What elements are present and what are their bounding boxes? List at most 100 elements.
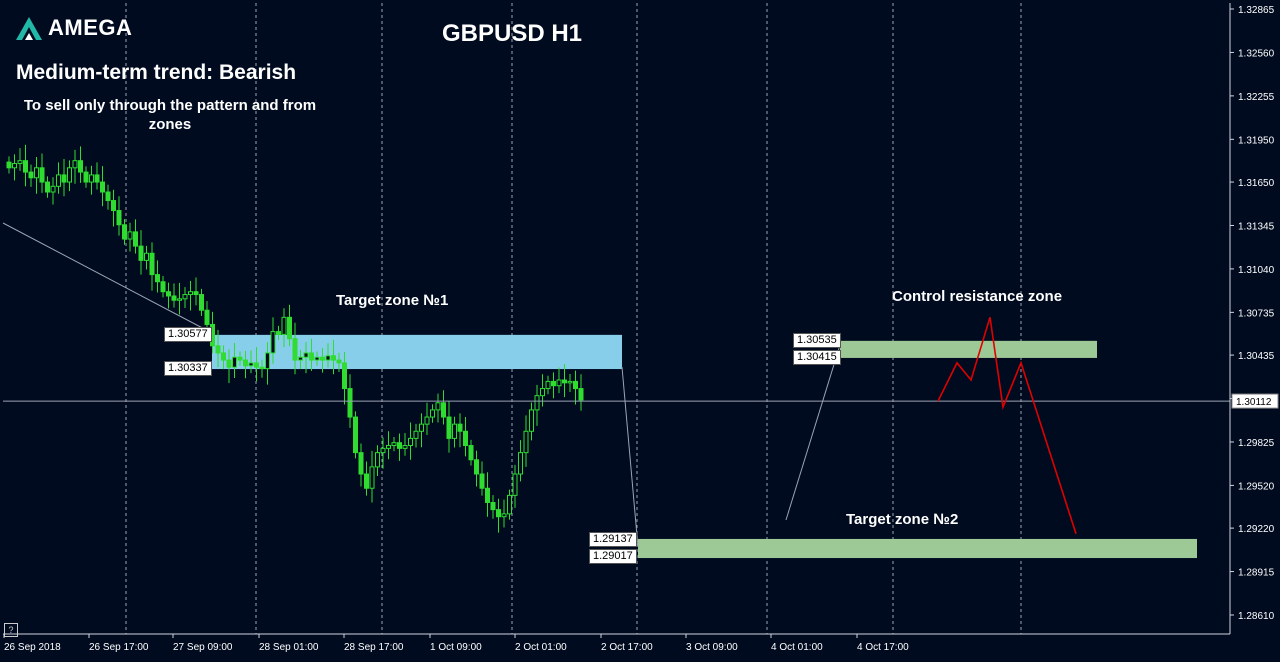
current-price-tag [1231,393,1279,409]
candle-body [364,473,369,489]
candle-body [149,252,155,276]
candle-body [336,359,342,364]
x-tick-label: 28 Sep 17:00 [344,642,404,653]
candle-body [171,295,177,301]
candle-body [479,473,485,489]
candle-body [17,160,23,165]
target-zone-2-label: Target zone №2 [846,511,959,528]
candle-body [155,274,160,283]
trend-heading: Medium-term trend: Bearish [16,61,297,84]
candle-body [314,356,320,361]
candle-body [45,181,50,193]
candle-body [215,345,221,354]
candle-body [56,174,61,187]
candle-body [204,309,210,325]
candle-body [100,181,105,193]
candle-body [512,473,518,496]
resistance-zone-label: Control resistance zone [892,288,1063,305]
candle-body [226,359,232,368]
logo: AMEGA [14,14,132,42]
help-icon[interactable]: ? [4,623,18,637]
candle-body [276,331,281,335]
candle-body [441,402,446,418]
aux-lines [2,222,1230,548]
target-zone-2 [638,538,1197,559]
candle-body [342,362,347,390]
y-tick-label: 1.30735 [1238,308,1275,319]
x-tick-label: 27 Sep 09:00 [173,642,233,653]
candle-body [402,445,408,449]
forecast-line [937,317,1077,535]
trend-line [2,222,213,334]
candle-body [116,210,122,226]
candle-body [138,245,144,261]
candle-body [380,447,386,454]
y-tick-label: 1.29825 [1238,438,1275,449]
candle-body [221,352,226,361]
candle-body [485,487,490,503]
candle-body [259,366,265,370]
candle-body [413,430,419,439]
y-tick-label: 1.31040 [1238,265,1275,276]
candle-body [243,359,248,367]
candle-body [369,466,375,489]
candle-body [562,379,567,384]
candle-body [254,362,259,368]
candle-body [83,171,89,183]
candle-body [424,416,430,425]
y-tick-label: 1.29220 [1238,524,1275,535]
x-tick-label: 4 Oct 01:00 [771,642,823,653]
candle-body [347,388,353,418]
candle-body [551,380,556,387]
candle-body [496,509,501,518]
candle-body [534,395,540,411]
candle-body [567,380,573,384]
candle-body [457,423,463,432]
candle-body [133,231,138,247]
candle-body [397,442,402,449]
candle-body [430,409,435,418]
candle-body [94,174,100,183]
candle-body [281,316,287,335]
forecast-path [937,317,1077,535]
candle-body [358,452,364,475]
candle-body [303,352,309,358]
candle-body [556,379,562,387]
x-tick-label: 26 Sep 2018 [4,642,61,653]
candle-body [34,167,39,179]
chart-title: GBPUSD H1 [442,20,583,47]
current-price-label: 1.30112 [1236,397,1272,408]
y-tick-label: 1.31345 [1238,221,1275,232]
candle-body [199,294,204,311]
candle-body [12,163,17,169]
candle-body [573,380,578,390]
candle-body [89,174,94,183]
candle-body [61,174,67,183]
candle-body [166,291,171,297]
zone1-bottom-price: 1.30337 [164,361,212,376]
y-tick-label: 1.29520 [1238,481,1275,492]
candle-body [419,423,424,432]
candle-body [463,430,468,447]
x-tick-label: 26 Sep 17:00 [89,642,149,653]
candle-body [501,513,507,518]
candle-body [353,416,358,454]
candle-body [435,402,441,411]
x-tick-label: 2 Oct 17:00 [601,642,653,653]
logo-text: AMEGA [48,15,133,40]
candles [6,144,584,533]
zone1-top-price: 1.30577 [164,327,212,342]
zones [212,334,1197,559]
candle-body [28,171,34,179]
candle-body [78,160,83,173]
y-tick-label: 1.30435 [1238,351,1275,362]
x-tick-label: 2 Oct 01:00 [515,642,567,653]
candle-body [39,167,45,183]
candle-body [545,380,551,390]
x-tick-label: 4 Oct 17:00 [857,642,909,653]
candle-body [72,160,78,169]
zone2-bottom-price: 1.29017 [589,549,637,564]
candle-body [408,437,413,447]
candle-body [309,352,314,361]
